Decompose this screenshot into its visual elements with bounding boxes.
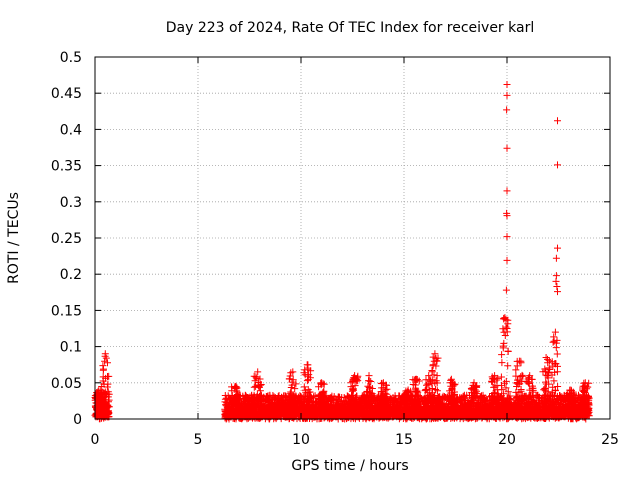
- roti-point: [105, 396, 113, 404]
- roti-point: [365, 372, 373, 380]
- data-points: [91, 81, 593, 423]
- roti-point: [432, 386, 440, 393]
- roti-point: [433, 372, 441, 380]
- chart-title: Day 223 of 2024, Rate Of TEC Index for r…: [166, 20, 534, 36]
- roti-point: [105, 403, 113, 411]
- grid-lines: [95, 57, 610, 419]
- roti-point: [431, 350, 439, 358]
- roti-point: [100, 365, 107, 373]
- roti-point: [102, 354, 110, 362]
- roti-point: [254, 368, 262, 376]
